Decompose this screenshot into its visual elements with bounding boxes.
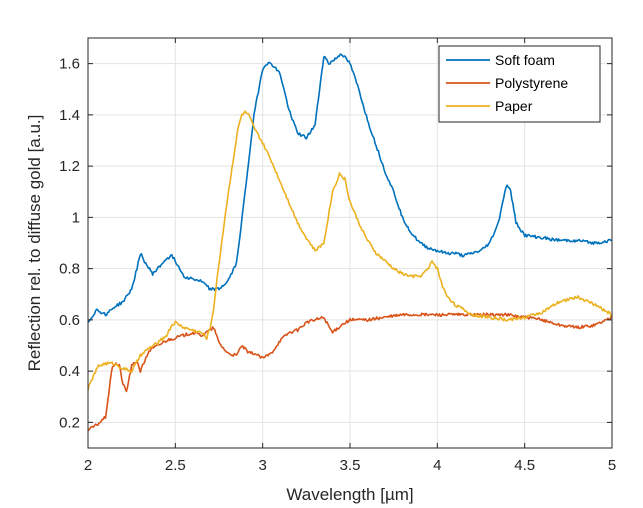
y-tick-label: 1.2 [59,158,80,175]
legend-label: Paper [495,98,533,114]
y-tick-label: 1.4 [59,107,80,124]
series-group [88,53,612,432]
y-tick-label: 1 [72,209,80,226]
legend-label: Polystyrene [495,75,568,91]
series-line-paper [88,110,612,392]
x-tick-label: 2 [84,457,92,474]
legend-box [438,45,601,123]
series-line-soft-foam [88,53,612,324]
y-tick-label: 0.8 [59,261,80,278]
y-tick-label: 0.2 [59,414,80,431]
x-tick-label: 3 [258,457,266,474]
x-tick-label: 4 [433,457,441,474]
y-tick-label: 1.6 [59,56,80,73]
x-tick-label: 2.5 [165,457,186,474]
x-tick-label: 3.5 [340,457,361,474]
x-axis-label: Wavelength [µm] [286,485,413,504]
tick-marks [87,38,613,448]
y-tick-label: 0.4 [59,363,80,380]
x-tick-label: 5 [608,457,616,474]
x-tick-labels: 2 2.5 3 3.5 4 4.5 5 [84,457,616,474]
y-tick-labels: 0.2 0.4 0.6 0.8 1 1.2 1.4 1.6 [59,56,80,432]
y-tick-label: 0.6 [59,312,80,329]
y-axis-label: Reflection rel. to diffuse gold [a.u.] [25,115,44,372]
x-tick-label: 4.5 [514,457,535,474]
legend-label: Soft foam [495,52,555,68]
legend: Soft foam Polystyrene Paper [438,45,601,123]
